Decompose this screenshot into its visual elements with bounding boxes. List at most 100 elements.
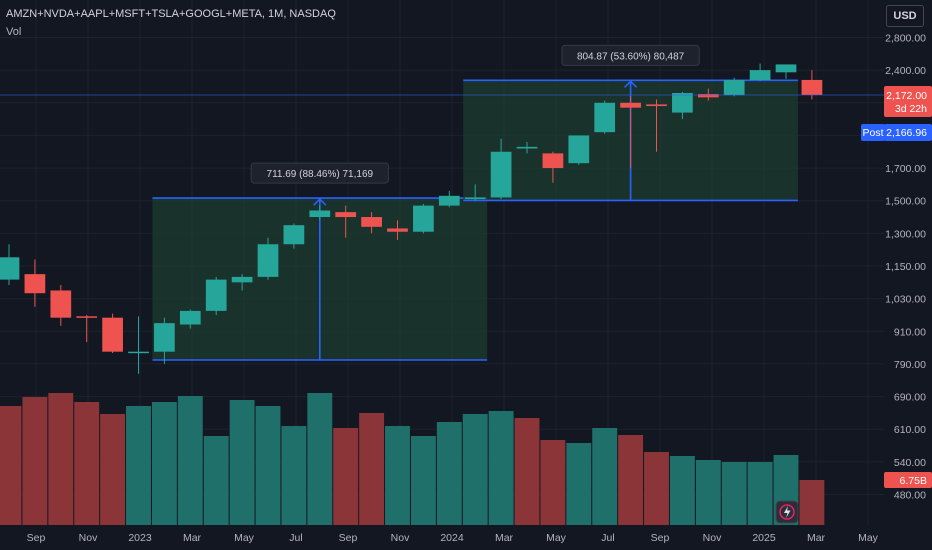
candle-body: [387, 228, 408, 232]
candles: [0, 63, 823, 374]
volume-bar: [799, 480, 825, 525]
y-tick-label: 1,150.00: [885, 261, 926, 273]
symbol-title: AMZN+NVDA+AAPL+MSFT+TSLA+GOOGL+META, 1M,…: [6, 8, 336, 20]
volume-bar: [100, 414, 126, 525]
candle-body: [309, 210, 331, 218]
candle-body: [231, 276, 253, 283]
y-axis: 480.00 540.00 610.00 690.00 790.00 910.00 1,03…: [884, 0, 932, 550]
candle-body: [464, 197, 486, 200]
x-tick-label: May: [234, 532, 255, 544]
candle-body: [335, 212, 357, 218]
countdown-value: 3d 22h: [895, 103, 927, 115]
x-tick-label: Sep: [27, 532, 46, 544]
volume-value-badge: [884, 472, 932, 488]
x-tick-label: Mar: [807, 532, 826, 544]
candle-body: [283, 225, 305, 245]
candle-body: [749, 70, 771, 80]
candle-body: [24, 274, 46, 294]
candle-body: [672, 92, 693, 113]
y-tick-label: 1,300.00: [885, 228, 926, 240]
x-tick-label: May: [858, 532, 879, 544]
volume-bar: [203, 436, 229, 525]
candle-body: [128, 351, 149, 354]
volume-bar: [385, 426, 410, 525]
volume-bar: [436, 422, 462, 525]
candle-body: [723, 79, 745, 96]
volume-bar: [359, 413, 385, 525]
volume-indicator-label: Vol: [6, 26, 22, 38]
y-tick-label: 910.00: [894, 326, 926, 338]
currency-button[interactable]: USD: [886, 5, 924, 27]
x-tick-label: Mar: [183, 532, 202, 544]
y-tick-label: 2,400.00: [885, 65, 926, 77]
volume-bar: [0, 406, 22, 525]
x-tick-label: Mar: [495, 532, 514, 544]
candle-body: [257, 244, 279, 277]
volume-bar: [177, 396, 203, 525]
x-tick-label: Jul: [289, 532, 302, 544]
volume-bar: [48, 393, 74, 525]
lightning-icon: [784, 506, 791, 518]
candle-body: [179, 310, 201, 325]
candle-body: [568, 135, 590, 164]
measure-label: 804.87 (53.60%) 80,487: [577, 51, 685, 62]
volume-value: 6.75B: [900, 475, 927, 487]
measure-arrow-icon: [313, 197, 327, 206]
x-tick-label: 2023: [128, 532, 152, 544]
volume-bar: [488, 411, 514, 525]
post-price-value: 2,166.96: [886, 127, 927, 139]
volume-bar: [333, 428, 359, 525]
candle-body: [50, 290, 72, 318]
candle-body: [516, 146, 538, 149]
candle-body: [594, 102, 616, 133]
x-tick-label: Nov: [391, 532, 410, 544]
volume-bar: [566, 443, 592, 525]
volume-bar: [721, 462, 747, 525]
x-axis: Sep Nov 2023 Mar May Jul Sep Nov 2024 Mar May Jul Se…: [27, 532, 879, 544]
volume-bar: [151, 402, 177, 525]
volume-bar: [307, 393, 333, 525]
volume-bar: [410, 436, 436, 525]
candle-body: [697, 94, 719, 98]
x-tick-label: Nov: [703, 532, 722, 544]
measure-label-box: [561, 44, 700, 66]
volume-bar: [281, 426, 307, 525]
volume-bar: [255, 406, 281, 525]
x-tick-label: May: [546, 532, 567, 544]
candle-body: [205, 279, 227, 311]
y-tick-label: 1,030.00: [885, 294, 926, 306]
post-market-tag: [861, 124, 885, 141]
y-tick-label: 480.00: [894, 490, 926, 502]
measure-label: 711.69 (88.46%) 71,169: [267, 169, 374, 180]
measure-arrow-icon: [624, 80, 638, 88]
volume-bar: [695, 460, 721, 525]
volume-bar: [644, 452, 669, 525]
volume-bar: [592, 428, 618, 525]
y-tick-label: 1,500.00: [885, 196, 926, 208]
candle-body: [775, 64, 797, 73]
last-price-value: 2,172.00: [886, 90, 927, 102]
volume-bar: [126, 406, 151, 525]
candle-body: [76, 316, 98, 318]
volume-bar: [462, 414, 488, 525]
candle-body: [102, 317, 123, 352]
candle-body: [413, 205, 434, 232]
candle-body: [542, 153, 564, 169]
volume-bar: [540, 440, 566, 525]
candle-body: [620, 102, 641, 108]
volume-bar: [74, 402, 100, 525]
volume-bar: [618, 435, 644, 525]
y-tick-label: 790.00: [894, 359, 926, 371]
y-tick-label: 610.00: [894, 424, 926, 436]
measure-label-box: [250, 162, 389, 184]
volume-bar: [229, 400, 255, 525]
y-tick-label: 1,700.00: [885, 163, 926, 175]
candle-body: [361, 217, 382, 227]
last-price-badge: [884, 85, 932, 117]
x-tick-label: Sep: [339, 532, 358, 544]
volume-bar: [747, 462, 773, 525]
lightning-icon-ring: [779, 504, 795, 520]
volume-bar: [669, 456, 695, 525]
